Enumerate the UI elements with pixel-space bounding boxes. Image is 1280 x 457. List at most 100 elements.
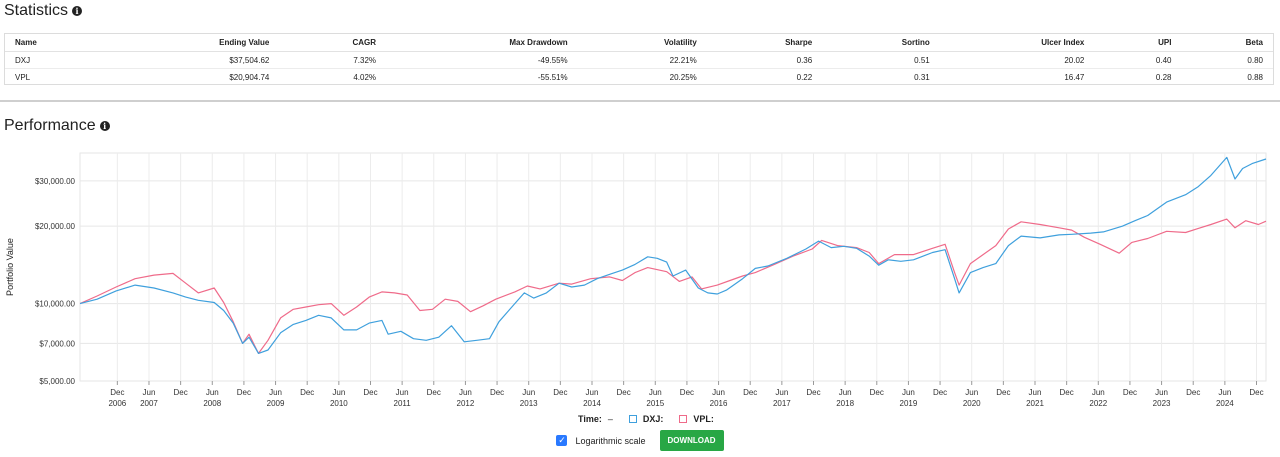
- table-cell: 0.80: [1181, 51, 1273, 69]
- x-tick-year-label: 2016: [710, 399, 728, 408]
- column-header[interactable]: Ending Value: [107, 34, 280, 52]
- column-header[interactable]: UPI: [1094, 34, 1182, 52]
- x-tick-label: Dec: [1249, 388, 1263, 397]
- table-cell: 0.36: [706, 51, 823, 69]
- x-tick-year-label: 2011: [394, 399, 412, 408]
- x-tick-year-label: 2015: [646, 399, 664, 408]
- column-header[interactable]: Volatility: [577, 34, 707, 52]
- series-line-dxj: [79, 156, 1267, 354]
- info-icon[interactable]: i: [99, 121, 110, 131]
- x-tick-label: Dec: [490, 388, 504, 397]
- legend-time-marker: –: [607, 414, 613, 424]
- table-cell: $37,504.62: [107, 51, 280, 69]
- x-tick-year-label: 2022: [1089, 399, 1107, 408]
- y-tick-label: $20,000.00: [35, 222, 76, 231]
- x-axis: Dec 2006 Jun 2007 Dec Jun 2008 Dec Jun 2009 Dec Jun…: [108, 381, 1264, 408]
- legend-swatch-dxj[interactable]: [628, 415, 637, 423]
- table-cell: 0.51: [822, 51, 940, 69]
- x-tick-label: Dec: [1060, 388, 1074, 397]
- table-row: DXJ $37,504.62 7.32% -49.55% 22.21% 0.36…: [5, 51, 1273, 69]
- log-scale-label[interactable]: Logarithmic scale: [575, 435, 646, 446]
- x-tick-year-label: 2019: [900, 399, 918, 408]
- x-tick-label: Dec: [300, 388, 314, 397]
- download-button[interactable]: DOWNLOAD: [659, 430, 724, 451]
- chart-grid: [79, 152, 1267, 382]
- x-tick-label: Dec: [680, 388, 694, 397]
- table-cell: 16.47: [1064, 72, 1085, 82]
- x-tick-label: Jun: [1218, 388, 1231, 397]
- x-tick-label: Jun: [269, 388, 282, 397]
- x-tick-year-label: 2024: [1216, 399, 1234, 408]
- column-header[interactable]: Sortino: [822, 34, 940, 52]
- legend-swatch-vpl[interactable]: [679, 415, 688, 423]
- section-divider: [0, 100, 1280, 102]
- y-axis-label: Portfolio Value: [5, 238, 15, 296]
- statistics-heading: Statistics i: [4, 2, 83, 20]
- legend-item-vpl[interactable]: VPL:: [693, 414, 714, 424]
- x-tick-label: Dec: [933, 388, 947, 397]
- x-tick-label: Jun: [396, 388, 409, 397]
- table-cell: -49.55%: [386, 51, 578, 69]
- x-tick-label: Dec: [870, 388, 884, 397]
- x-tick-label: Dec: [110, 388, 124, 397]
- table-cell: $20,904.74: [229, 72, 270, 82]
- x-tick-label: Dec: [617, 388, 631, 397]
- series-line-vpl: [79, 218, 1267, 354]
- y-tick-label: $10,000.00: [35, 300, 76, 309]
- y-axis: $5,000.00 $7,000.00 $10,000.00 $20,000.00 $3…: [35, 177, 76, 386]
- column-header[interactable]: Max Drawdown: [386, 34, 578, 52]
- log-scale-checkbox[interactable]: ✓: [556, 435, 568, 446]
- column-header[interactable]: Name: [5, 34, 108, 52]
- table-cell: 0.28: [1155, 72, 1172, 82]
- series-layer: [79, 156, 1267, 354]
- x-tick-label: Dec: [1186, 388, 1200, 397]
- performance-chart[interactable]: $5,000.00 $7,000.00 $10,000.00 $20,000.00 $3…: [0, 145, 1280, 413]
- x-tick-label: Jun: [332, 388, 345, 397]
- x-tick-year-label: 2013: [520, 399, 538, 408]
- chart-controls: ✓ Logarithmic scale DOWNLOAD: [0, 430, 1280, 451]
- column-header[interactable]: Ulcer Index: [939, 34, 1095, 52]
- column-header[interactable]: CAGR: [279, 34, 387, 52]
- x-tick-year-label: 2006: [108, 399, 126, 408]
- performance-title: Performance: [4, 117, 96, 134]
- x-tick-label: Jun: [839, 388, 852, 397]
- table-cell: VPL: [15, 72, 31, 82]
- x-tick-label: Jun: [712, 388, 725, 397]
- y-tick-label: $30,000.00: [35, 177, 76, 186]
- statistics-table: Name Ending Value CAGR Max Drawdown Vola…: [5, 34, 1273, 85]
- statistics-table-card: Name Ending Value CAGR Max Drawdown Vola…: [4, 33, 1274, 85]
- column-header[interactable]: Sharpe: [706, 34, 823, 52]
- x-tick-label: Dec: [363, 388, 377, 397]
- statistics-title: Statistics: [4, 2, 69, 19]
- table-header-row: Name Ending Value CAGR Max Drawdown Vola…: [5, 34, 1273, 52]
- table-cell: 7.32%: [279, 51, 387, 69]
- x-tick-label: Dec: [743, 388, 757, 397]
- x-tick-label: Jun: [459, 388, 472, 397]
- table-cell: 0.40: [1094, 51, 1182, 69]
- x-tick-label: Jun: [586, 388, 599, 397]
- info-icon[interactable]: i: [72, 6, 83, 16]
- plot-area: [79, 152, 1267, 382]
- table-cell: -55.51%: [537, 72, 568, 82]
- x-tick-label: Jun: [1155, 388, 1168, 397]
- x-tick-year-label: 2010: [330, 399, 348, 408]
- x-tick-label: Jun: [902, 388, 915, 397]
- legend-item-dxj[interactable]: DXJ:: [642, 414, 664, 424]
- x-tick-label: Jun: [1029, 388, 1042, 397]
- x-tick-year-label: 2014: [583, 399, 601, 408]
- x-tick-label: Dec: [174, 388, 188, 397]
- column-header[interactable]: Beta: [1181, 34, 1273, 52]
- table-row: VPL $20,904.74 4.02% -55.51% 20.25% 0.22…: [5, 69, 1273, 86]
- x-tick-year-label: 2021: [1026, 399, 1044, 408]
- table-cell: 22.21%: [577, 51, 707, 69]
- y-tick-label: $7,000.00: [39, 339, 75, 348]
- performance-heading: Performance i: [4, 117, 110, 135]
- chart-legend: Time: – DXJ: VPL:: [0, 414, 1280, 424]
- table-cell: 0.31: [914, 72, 930, 82]
- legend-time-label: Time:: [578, 414, 602, 424]
- x-tick-label: Jun: [522, 388, 535, 397]
- table-cell: DXJ: [5, 51, 108, 69]
- table-cell: 0.88: [1247, 72, 1263, 82]
- x-tick-year-label: 2018: [836, 399, 854, 408]
- x-tick-year-label: 2020: [963, 399, 981, 408]
